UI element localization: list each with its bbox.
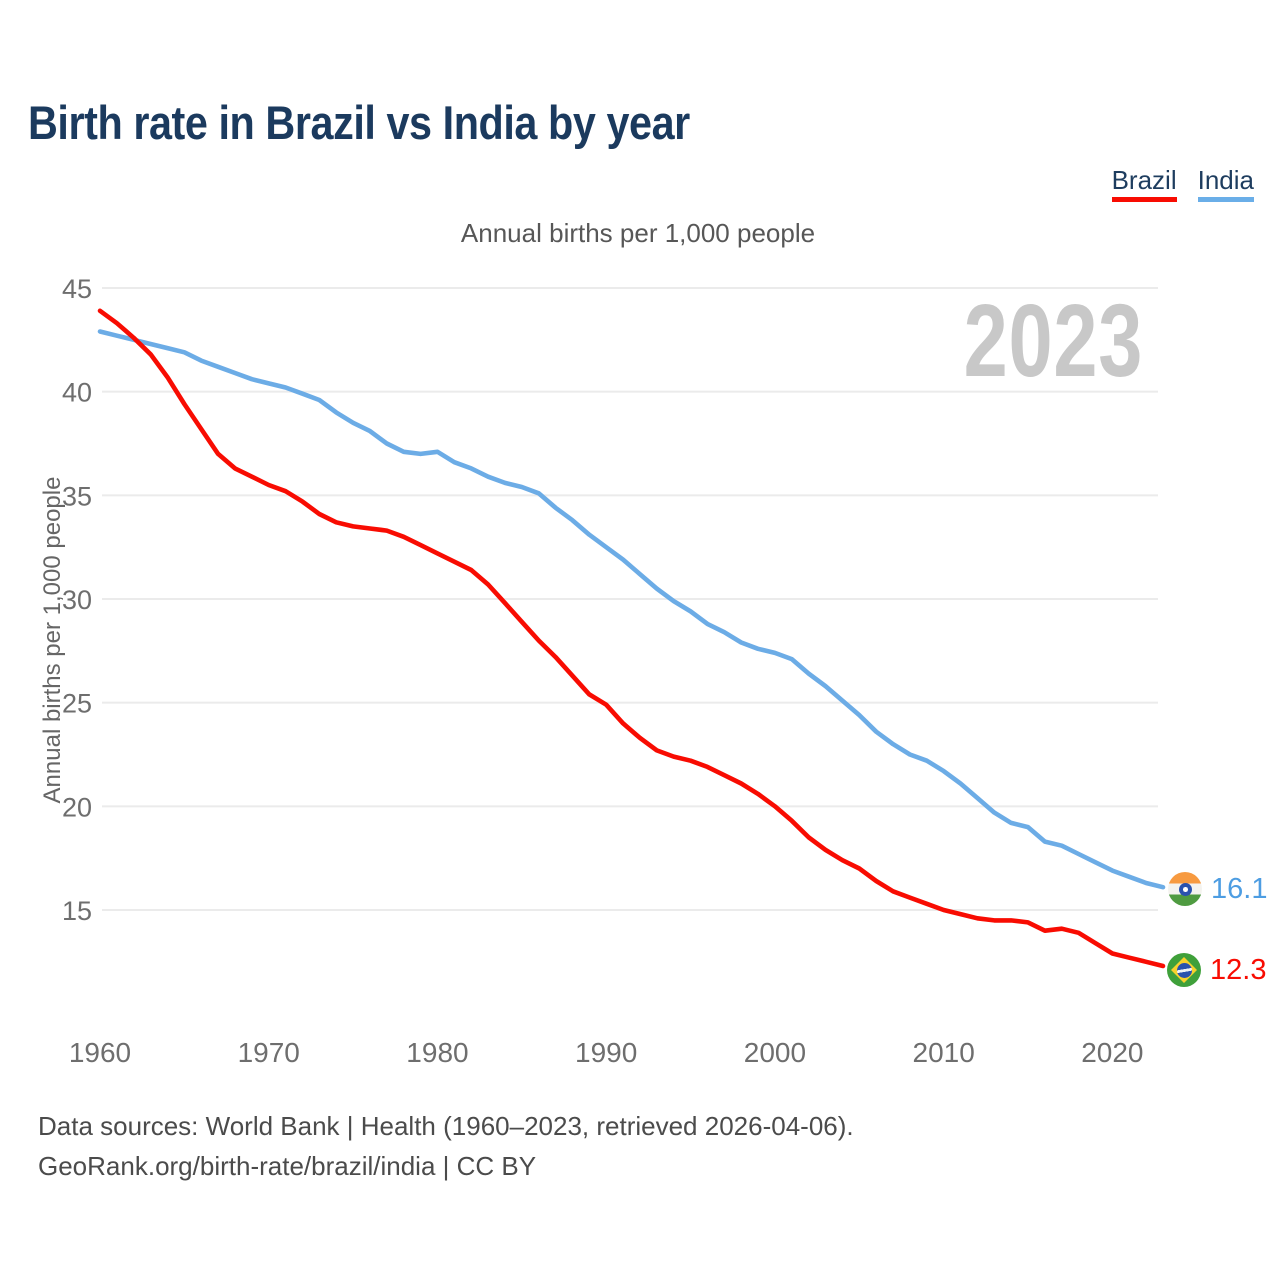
y-tick-label: 40 xyxy=(62,378,92,408)
y-tick-label: 25 xyxy=(62,689,92,719)
brazil-line xyxy=(97,308,1166,969)
page-title: Birth rate in Brazil vs India by year xyxy=(28,96,690,149)
x-tick-label: 1960 xyxy=(69,1037,131,1068)
y-tick-label: 15 xyxy=(62,896,92,926)
y-tick-label: 45 xyxy=(62,274,92,304)
chart-subtitle: Annual births per 1,000 people xyxy=(460,218,816,248)
y-tick-label: 30 xyxy=(62,585,92,615)
footer-attribution-line: GeoRank.org/birth-rate/brazil/india | CC… xyxy=(38,1151,537,1181)
legend-item-india[interactable]: India xyxy=(1197,167,1254,202)
brazil-flag-icon xyxy=(1167,953,1201,987)
legend-item-brazil[interactable]: Brazil xyxy=(1111,167,1177,202)
india-end-value: 16.1 xyxy=(1211,873,1268,905)
x-tick-label: 2000 xyxy=(744,1037,806,1068)
footer-sources-line: Data sources: World Bank | Health (1960–… xyxy=(38,1111,854,1141)
legend: Brazil India xyxy=(1111,167,1254,202)
watermark-year: 2023 xyxy=(963,283,1143,398)
india-line xyxy=(97,329,1166,890)
x-tick-label: 1970 xyxy=(238,1037,300,1068)
y-tick-label: 35 xyxy=(62,481,92,511)
x-tick-label: 2010 xyxy=(913,1037,975,1068)
y-tick-label: 20 xyxy=(62,792,92,822)
x-tick-label: 2020 xyxy=(1081,1037,1143,1068)
x-tick-label: 1990 xyxy=(575,1037,637,1068)
footer: Data sources: World Bank | Health (1960–… xyxy=(38,1106,854,1186)
india-flag-icon xyxy=(1168,872,1202,906)
x-tick-label: 1980 xyxy=(406,1037,468,1068)
brazil-end-label: 12.3 xyxy=(1167,953,1266,987)
india-end-label: 16.1 xyxy=(1168,872,1267,906)
brazil-end-value: 12.3 xyxy=(1210,954,1267,986)
